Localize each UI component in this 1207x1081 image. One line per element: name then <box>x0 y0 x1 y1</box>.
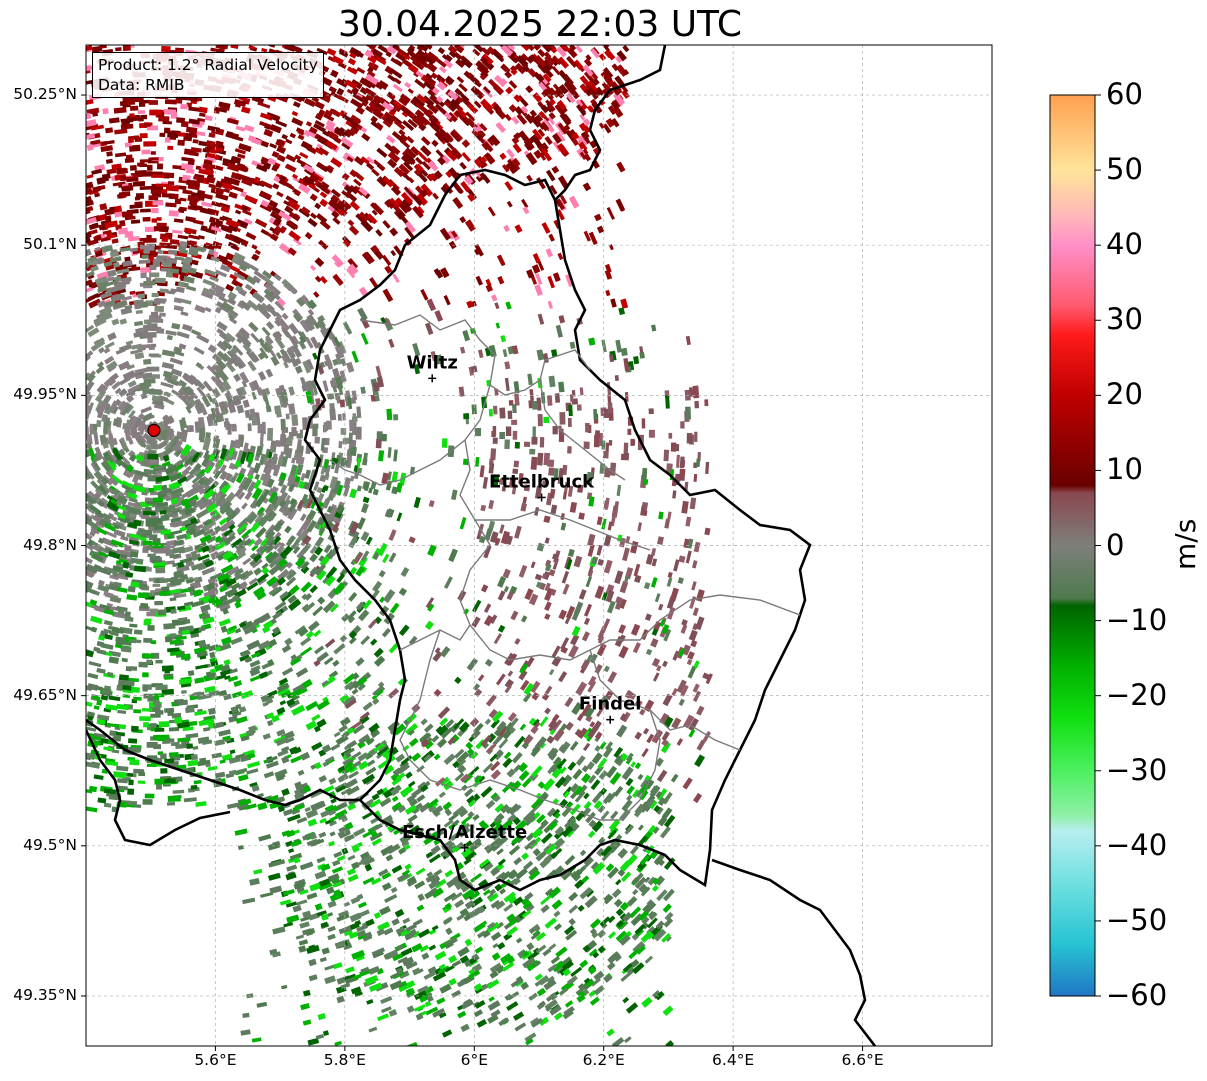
radar-site-marker <box>147 423 161 437</box>
colorbar-tick-label: 60 <box>1106 77 1143 111</box>
city-label: Findel <box>579 694 642 715</box>
colorbar-tick-label: −50 <box>1106 902 1168 937</box>
city-markers: Wiltz Ettelbruck Findel Esch/Alzette <box>402 352 642 852</box>
canton-border <box>469 594 801 661</box>
lon-tick-label: 6°E <box>460 1051 488 1069</box>
colorbar-tick-label: −60 <box>1106 978 1168 1012</box>
canton-border <box>539 379 626 481</box>
product-label: Product: 1.2° Radial Velocity <box>98 56 318 74</box>
lon-tick-label: 5.8°E <box>323 1051 366 1069</box>
lat-tick-label: 49.35°N <box>13 985 77 1004</box>
country-border <box>359 199 812 892</box>
country-border <box>711 858 877 1046</box>
colorbar-tick-label: 20 <box>1106 377 1143 412</box>
colorbar-tick-label: 10 <box>1106 452 1143 487</box>
product-info-box: Product: 1.2° Radial Velocity Data: RMIB <box>92 52 324 98</box>
colorbar-tick-label: 40 <box>1106 227 1143 262</box>
borders <box>86 45 877 1046</box>
lat-tick-marks <box>81 94 86 997</box>
colorbar-tick-label: −40 <box>1106 827 1168 862</box>
colorbar-tick-label: −20 <box>1106 677 1168 712</box>
colorbar-tick-label: 0 <box>1106 527 1125 562</box>
country-border <box>86 729 231 847</box>
colorbar-tick-marks <box>1095 94 1101 997</box>
colorbar-unit-label: m/s <box>1169 518 1202 570</box>
lon-tick-label: 6.4°E <box>712 1051 755 1069</box>
city-label: Esch/Alzette <box>402 822 527 843</box>
lat-tick-label: 49.8°N <box>23 535 77 554</box>
lat-tick-label: 50.25°N <box>13 85 77 104</box>
map-title: 30.04.2025 22:03 UTC <box>337 4 743 45</box>
lat-tick-label: 49.5°N <box>23 835 77 854</box>
colorbar-tick-label: −30 <box>1106 752 1168 787</box>
radar-site-dot <box>147 423 161 437</box>
lat-tick-label: 49.95°N <box>13 385 77 404</box>
city-label: Ettelbruck <box>489 471 595 492</box>
gridlines <box>86 45 992 1046</box>
city-label: Wiltz <box>407 352 458 373</box>
canton-border <box>329 384 491 486</box>
canton-border <box>459 439 651 551</box>
lat-tick-label: 50.1°N <box>23 235 77 254</box>
radar-echo-layer <box>86 45 713 1046</box>
canton-border <box>589 649 741 751</box>
lon-tick-marks <box>214 1046 864 1051</box>
lat-tick-label: 49.65°N <box>13 685 77 704</box>
colorbar-tick-label: −10 <box>1106 602 1168 637</box>
colorbar-tick-label: 30 <box>1106 302 1143 337</box>
lon-tick-label: 6.6°E <box>841 1051 884 1069</box>
colorbar-tick-label: 50 <box>1106 152 1143 187</box>
canton-border <box>399 629 661 821</box>
country-border <box>86 45 667 807</box>
lon-tick-label: 6.2°E <box>582 1051 625 1069</box>
lon-tick-label: 5.6°E <box>194 1051 237 1069</box>
colorbar <box>1049 94 1096 997</box>
data-source-label: Data: RMIB <box>98 76 185 94</box>
